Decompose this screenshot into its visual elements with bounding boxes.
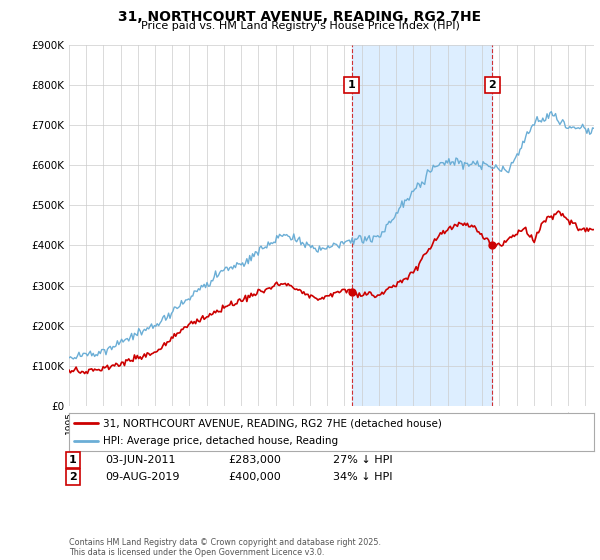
Text: Price paid vs. HM Land Registry's House Price Index (HPI): Price paid vs. HM Land Registry's House …: [140, 21, 460, 31]
Text: 2: 2: [69, 472, 77, 482]
Text: 1: 1: [69, 455, 77, 465]
Text: 1: 1: [348, 80, 356, 90]
Text: 2: 2: [488, 80, 496, 90]
Text: Contains HM Land Registry data © Crown copyright and database right 2025.
This d: Contains HM Land Registry data © Crown c…: [69, 538, 381, 557]
Text: 31, NORTHCOURT AVENUE, READING, RG2 7HE (detached house): 31, NORTHCOURT AVENUE, READING, RG2 7HE …: [103, 418, 442, 428]
Text: 09-AUG-2019: 09-AUG-2019: [105, 472, 179, 482]
Text: £283,000: £283,000: [228, 455, 281, 465]
Bar: [352, 45, 493, 406]
Text: HPI: Average price, detached house, Reading: HPI: Average price, detached house, Read…: [103, 436, 338, 446]
Text: 03-JUN-2011: 03-JUN-2011: [105, 455, 176, 465]
Text: £400,000: £400,000: [228, 472, 281, 482]
Text: 34% ↓ HPI: 34% ↓ HPI: [333, 472, 392, 482]
Text: 31, NORTHCOURT AVENUE, READING, RG2 7HE: 31, NORTHCOURT AVENUE, READING, RG2 7HE: [118, 10, 482, 24]
Text: 27% ↓ HPI: 27% ↓ HPI: [333, 455, 392, 465]
